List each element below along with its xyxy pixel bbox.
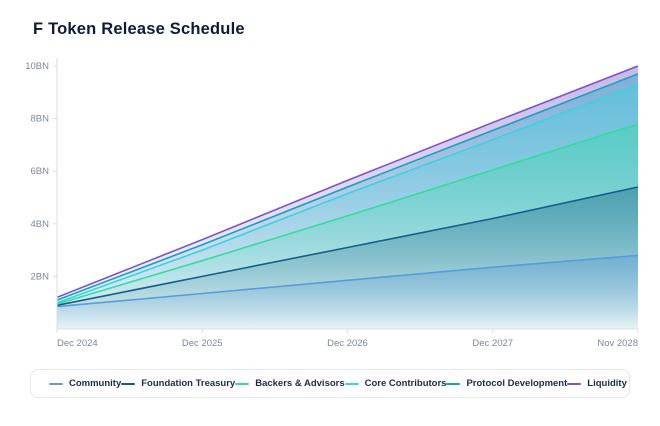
legend-label: Backers & Advisors bbox=[255, 378, 345, 389]
y-tick-label: 10BN bbox=[25, 61, 49, 72]
x-tick-label: Dec 2025 bbox=[182, 338, 223, 349]
x-tick-label: Nov 2028 bbox=[597, 338, 638, 349]
legend-swatch-icon bbox=[49, 382, 63, 385]
line-foundation-treasury bbox=[56, 186, 639, 307]
legend-swatch-icon bbox=[235, 382, 250, 385]
legend-swatch-icon bbox=[344, 382, 359, 385]
area-community bbox=[57, 255, 638, 329]
line-liquidity bbox=[56, 65, 639, 299]
legend-label: Core Contributors bbox=[364, 378, 447, 389]
legend-item-backers-advisors[interactable]: Backers & Advisors bbox=[235, 378, 345, 389]
legend-label: Community bbox=[69, 378, 122, 389]
legend-item-community[interactable]: Community bbox=[49, 378, 121, 389]
x-tick-label: Dec 2027 bbox=[472, 338, 513, 349]
token-release-area-chart: 2BN 4BN 6BN 8BN 10BN Dec 2024 Dec 2025 Dec 2026… bbox=[25, 58, 639, 349]
line-backers-advisors bbox=[56, 123, 639, 305]
line-community bbox=[56, 254, 639, 308]
y-tick-label: 2BN bbox=[31, 271, 50, 282]
x-tick-label: Dec 2024 bbox=[57, 338, 98, 349]
y-tick-label: 4BN bbox=[31, 219, 50, 230]
legend-label: Foundation Treasury bbox=[141, 378, 236, 389]
x-tick-label: Dec 2026 bbox=[327, 338, 368, 349]
page-title: F Token Release Schedule bbox=[33, 20, 245, 38]
legend-swatch-icon bbox=[567, 382, 582, 385]
y-tick-label: 6BN bbox=[31, 166, 50, 177]
chart-legend: Community Foundation Treasury Backers & Ad… bbox=[30, 369, 630, 398]
line-protocol-development bbox=[56, 73, 639, 301]
y-tick-label: 8BN bbox=[31, 114, 50, 125]
legend-label: Protocol Development bbox=[466, 378, 568, 389]
legend-item-core-contributors[interactable]: Core Contributors bbox=[344, 378, 447, 389]
legend-item-protocol-development[interactable]: Protocol Development bbox=[446, 378, 567, 389]
line-core-contributors bbox=[56, 83, 639, 304]
legend-item-foundation-treasury[interactable]: Foundation Treasury bbox=[121, 378, 235, 389]
legend-item-liquidity[interactable]: Liquidity bbox=[567, 378, 627, 389]
legend-swatch-icon bbox=[121, 382, 136, 385]
legend-swatch-icon bbox=[446, 382, 461, 385]
legend-label: Liquidity bbox=[587, 378, 627, 389]
